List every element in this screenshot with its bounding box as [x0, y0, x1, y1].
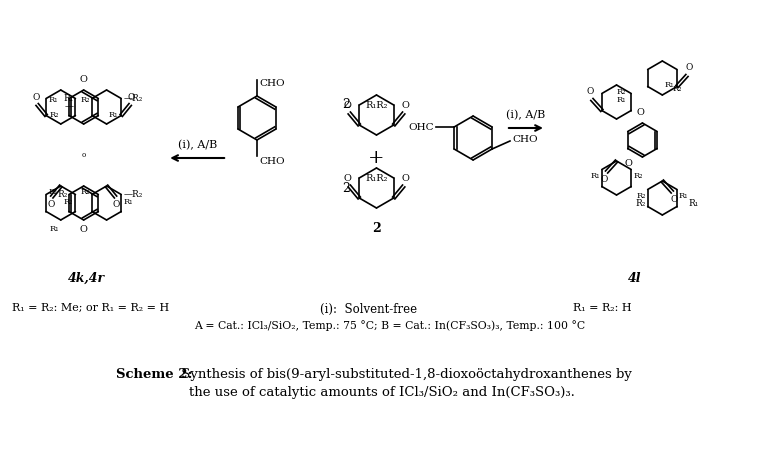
Text: R₁: R₁: [679, 193, 689, 201]
Text: 2: 2: [372, 222, 380, 235]
Text: 2: 2: [342, 99, 349, 112]
Text: R₁: R₁: [591, 171, 600, 180]
Text: R₁R₂: R₁R₂: [365, 101, 387, 110]
Text: CHO: CHO: [259, 157, 285, 166]
Text: R₁: R₁: [689, 199, 699, 208]
Text: O: O: [402, 101, 409, 110]
Text: R₁: R₁: [63, 94, 73, 103]
Text: R₂: R₂: [616, 87, 626, 95]
Text: R₁: R₁: [123, 198, 132, 206]
Text: O: O: [33, 93, 40, 102]
Text: —R₂: —R₂: [123, 190, 142, 199]
Text: 4l: 4l: [628, 272, 642, 285]
Text: —R₂: —R₂: [123, 94, 142, 103]
Text: O: O: [128, 93, 135, 102]
Text: O: O: [625, 159, 632, 168]
Text: CHO: CHO: [259, 79, 285, 88]
Text: O: O: [402, 174, 409, 183]
Text: 4k,4r: 4k,4r: [68, 272, 105, 285]
Text: R₂: R₂: [633, 172, 643, 180]
Text: O: O: [586, 87, 594, 96]
Text: —: —: [65, 102, 73, 111]
Text: (i):  Solvent-free: (i): Solvent-free: [320, 303, 417, 316]
Text: 2: 2: [342, 181, 349, 194]
Text: R₁: R₁: [49, 225, 59, 233]
Text: O: O: [80, 225, 88, 234]
Text: O: O: [343, 174, 352, 183]
Text: R₂: R₂: [635, 199, 645, 208]
Text: R₁R₂: R₁R₂: [365, 174, 387, 183]
Text: R₂: R₂: [49, 111, 59, 119]
Text: +: +: [368, 149, 385, 167]
Text: O: O: [343, 101, 352, 110]
Text: R₂: R₂: [64, 198, 73, 206]
Text: (i), A/B: (i), A/B: [506, 110, 546, 120]
Text: O: O: [80, 75, 88, 84]
Text: R₂: R₂: [81, 96, 90, 104]
Text: O: O: [601, 175, 608, 184]
Text: R₁: R₁: [664, 81, 673, 89]
Text: A = Cat.: ICl₃/SiO₂, Temp.: 75 °C; B = Cat.: In(CF₃SO₃)₃, Temp.: 100 °C: A = Cat.: ICl₃/SiO₂, Temp.: 75 °C; B = C…: [194, 320, 585, 331]
Text: the use of catalytic amounts of ICl₃/SiO₂ and In(CF₃SO₃)₃.: the use of catalytic amounts of ICl₃/SiO…: [189, 386, 575, 399]
Text: O: O: [47, 200, 55, 209]
Text: Scheme 2:: Scheme 2:: [116, 368, 192, 381]
Text: O: O: [685, 63, 693, 72]
Text: O: O: [670, 195, 678, 204]
Text: R₂: R₂: [636, 192, 645, 199]
Text: R₂: R₂: [672, 85, 682, 93]
Text: R₂: R₂: [57, 190, 68, 199]
Text: O: O: [113, 200, 120, 209]
Text: (i), A/B: (i), A/B: [177, 140, 217, 150]
Text: o: o: [81, 151, 86, 159]
Text: OHC: OHC: [409, 122, 435, 131]
Text: O: O: [636, 108, 645, 117]
Text: R₁ = R₂: H: R₁ = R₂: H: [573, 303, 632, 313]
Text: Synthesis of bis(9-aryl-substituted-1,8-dioxoöctahydroxanthenes by: Synthesis of bis(9-aryl-substituted-1,8-…: [177, 368, 632, 381]
Text: R₁: R₁: [48, 189, 58, 197]
Text: R₁: R₁: [109, 111, 118, 119]
Text: R₂: R₂: [81, 189, 90, 197]
Text: R₁: R₁: [616, 96, 626, 104]
Text: R₁ = R₂: Me; or R₁ = R₂ = H: R₁ = R₂: Me; or R₁ = R₂ = H: [12, 303, 169, 313]
Text: CHO: CHO: [512, 135, 537, 144]
Text: R₁: R₁: [48, 96, 58, 104]
